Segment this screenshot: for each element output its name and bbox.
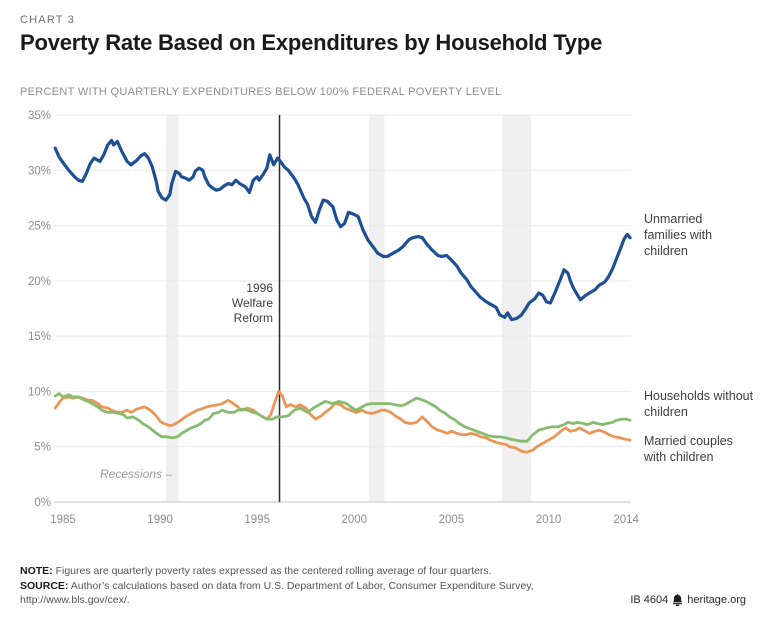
y-axis-label: 25%: [28, 221, 51, 233]
y-axis-label: 35%: [28, 110, 51, 122]
legend-households-without-children: Households without children: [644, 389, 754, 419]
note-label: NOTE:: [20, 565, 53, 577]
welfare-reform-annotation: 1996 Welfare Reform: [231, 281, 273, 325]
footnotes: NOTE: Figures are quarterly poverty rate…: [20, 564, 552, 608]
chart-subtitle: PERCENT WITH QUARTERLY EXPENDITURES BELO…: [20, 86, 502, 98]
y-axis-label: 0%: [34, 497, 51, 509]
series-line-2: [53, 392, 632, 443]
x-axis-label: 2014: [613, 514, 639, 526]
source-label: SOURCE:: [20, 579, 69, 592]
x-axis-label: 2010: [536, 514, 562, 526]
source-line: SOURCE: Author’s calculations based on d…: [20, 579, 552, 608]
note-line: NOTE: Figures are quarterly poverty rate…: [20, 564, 552, 579]
x-axis-label: 1995: [244, 514, 270, 526]
publication-credit: IB 4604 heritage.org: [630, 594, 746, 606]
x-axis-label: 2000: [342, 514, 368, 526]
x-axis-label: 1985: [50, 514, 76, 526]
x-axis-label: 1990: [147, 514, 173, 526]
source-text: Author’s calculations based on data from…: [20, 579, 534, 607]
recessions-label: Recessions –: [100, 467, 173, 481]
y-axis-label: 10%: [28, 386, 51, 398]
note-text: Figures are quarterly poverty rates expr…: [55, 565, 492, 577]
issue-number: IB 4604: [630, 594, 669, 606]
recession-band: [165, 115, 179, 502]
y-axis-label: 30%: [28, 165, 51, 177]
legend-married-couples: Married couples with children: [644, 434, 733, 464]
y-axis-label: 5%: [34, 442, 51, 454]
heritage-bell-icon: [672, 594, 683, 606]
series-line-0: [53, 138, 632, 322]
legend-unmarried-families: Unmarried families with children: [644, 212, 713, 258]
y-axis-label: 15%: [28, 331, 51, 343]
x-axis-label: 2005: [439, 514, 465, 526]
chart-number: CHART 3: [20, 14, 76, 26]
recession-band: [368, 115, 385, 502]
line-chart: 0% 5% 10% 15% 20% 25% 30% 35% 1985 1990 1995 2000 20…: [28, 110, 640, 526]
page-title: Poverty Rate Based on Expenditures by Ho…: [20, 30, 603, 55]
site-name: heritage.org: [687, 594, 746, 606]
y-axis-label: 20%: [28, 276, 51, 288]
